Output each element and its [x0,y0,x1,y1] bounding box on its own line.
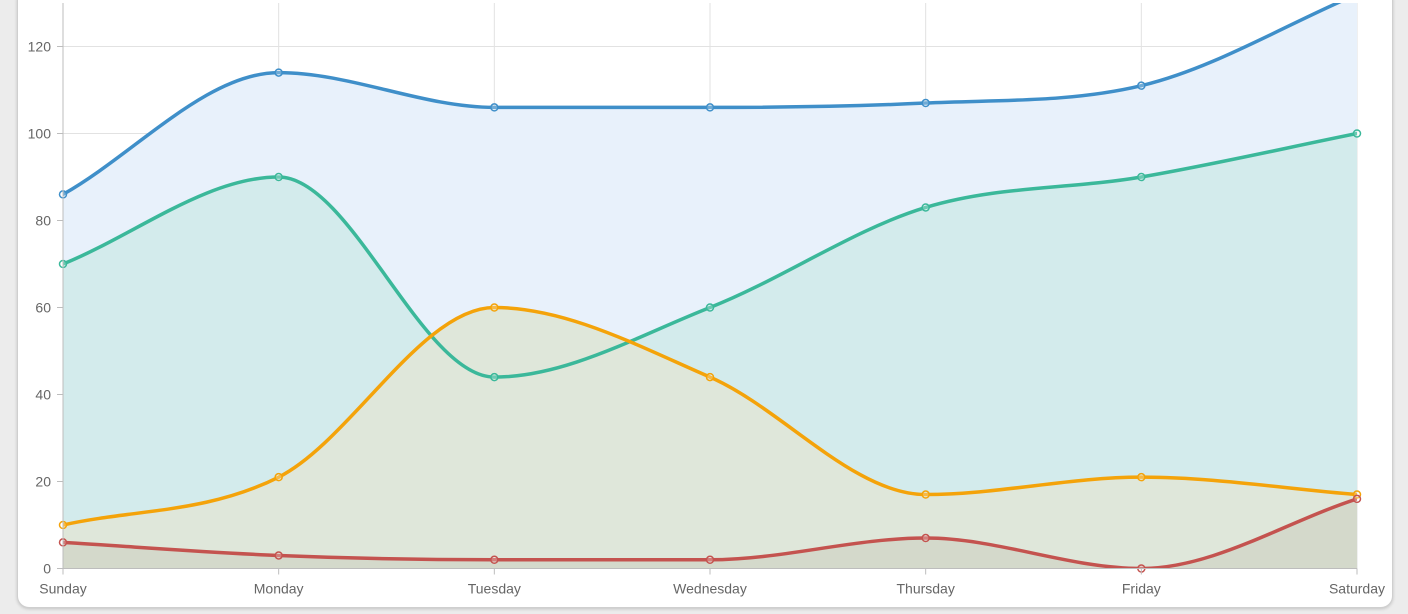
series-3-point [705,555,715,565]
series-1-point [705,303,715,312]
y-tick-label: 0 [43,561,51,577]
series-2-point [490,303,499,312]
x-tick-label: Wednesday [673,581,747,597]
series-0-point [705,103,715,112]
series-2-line [63,305,1357,527]
series-1-line [63,131,1357,379]
x-tick-label: Friday [1122,581,1161,597]
series-3-point [490,555,499,565]
series-0-point [490,103,499,112]
y-tick-label: 60 [35,300,51,316]
x-tick-label: Thursday [896,581,954,597]
y-tick-label: 80 [35,213,51,229]
series-2-point [1137,472,1146,482]
series-3-point [921,533,930,543]
series-0-line [63,3,1342,197]
series-1-point [274,172,283,182]
series-1-point [1352,129,1362,138]
series-3-point [274,551,283,560]
series-2-point [921,490,930,499]
series-0-point [274,68,283,77]
y-tick-label: 120 [28,39,52,55]
series-3-point [1352,494,1362,504]
series-0-point [1137,81,1146,90]
x-tick-label: Monday [254,581,304,597]
x-tick-label: Sunday [39,581,86,597]
data-points [58,68,1362,573]
series-2-point [705,372,715,382]
x-tick-label: Tuesday [468,581,521,597]
series-2-area [63,307,1357,569]
y-tick-label: 40 [35,387,51,403]
series-1-point [921,203,930,212]
y-tick-label: 100 [28,126,52,142]
series-2-point [274,472,283,482]
series-3-area [63,498,1357,569]
series-1-point [1137,172,1146,182]
x-tick-label: Saturday [1329,581,1385,597]
series-1-point [490,372,499,382]
y-tick-label: 20 [35,474,51,490]
series-0-point [921,98,930,108]
axes: 0 20 40 60 80 100 120 Sunday Monday Tuesday Wednes… [28,3,1385,597]
area-fills [63,3,1357,569]
